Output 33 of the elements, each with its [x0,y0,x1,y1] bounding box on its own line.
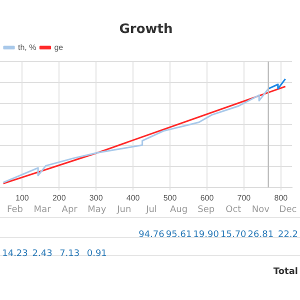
text: Jul [146,205,157,215]
text: Nov [252,205,270,215]
x-tick-label: 300 [89,193,104,202]
x-tick-label: 500 [163,193,178,202]
text: Feb [7,205,23,215]
text: Mar [34,205,51,215]
text: May [88,205,106,215]
legend-label: ge [54,42,64,52]
text: 7.13 [60,249,80,259]
x-tick-label: 400 [126,193,140,202]
x-tick-label: 100 [16,193,30,202]
chart-title: Growth [119,22,173,38]
text: Jun [117,205,132,215]
text: 26.81 [248,230,274,240]
text: Sep [198,205,215,215]
text: Aug [170,205,188,215]
text: 14.23 [2,249,28,259]
text: 15.70 [220,230,246,240]
text: 95.61 [166,230,192,240]
text: 19.90 [193,230,219,240]
text: 94.76 [138,230,164,240]
x-tick-label: 600 [200,193,214,202]
text: 0.91 [86,249,107,259]
text: Oct [226,205,242,215]
text: 2.43 [32,249,52,259]
legend-label: th, % [18,42,36,52]
text: Total [273,267,298,277]
x-tick-label: 700 [237,193,252,202]
x-tick-label: 200 [52,193,66,202]
text: Apr [62,205,78,215]
text: 22.2 [278,230,298,240]
text: Dec [279,205,297,215]
x-tick-label: 800 [274,193,288,202]
